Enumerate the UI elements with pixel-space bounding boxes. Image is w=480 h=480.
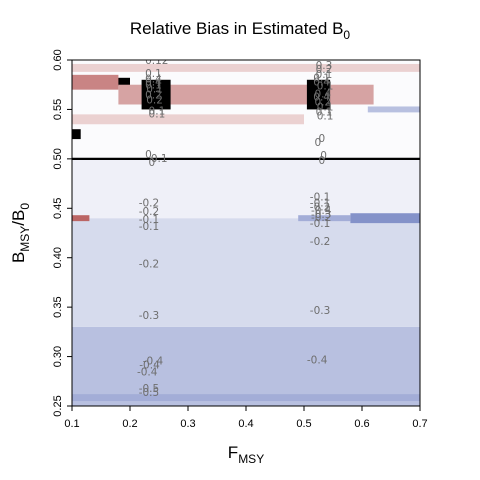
heatmap-cell — [141, 79, 171, 110]
x-tick-label: 0.3 — [180, 418, 195, 430]
contour-label: -0.5 — [139, 387, 160, 399]
y-tick-label: 0.50 — [52, 148, 64, 169]
y-tick-label: 0.55 — [52, 99, 64, 120]
x-tick-label: 0.2 — [122, 418, 137, 430]
heatmap-cell — [306, 79, 331, 110]
contour-label: -0.1 — [310, 197, 331, 209]
contour-label: 0.1 — [317, 101, 334, 113]
contour-label: 0 — [314, 51, 321, 63]
y-tick-label: 0.35 — [52, 296, 64, 317]
heatmap-cell — [367, 106, 420, 113]
contour-labels: 0.120.10.40.40.10.10.20.20.10.10 0.10-0.2… — [137, 51, 334, 399]
contour-label: 0.1 — [145, 80, 162, 92]
contour-label: 0.1 — [151, 153, 168, 165]
contour-label: -0.4 — [307, 354, 328, 366]
contour-label: -0.4 — [139, 359, 160, 371]
heatmap-cell — [72, 158, 420, 219]
contour-label: -0.2 — [310, 236, 331, 248]
y-axis: 0.25 0.30 0.35 0.40 0.45 0.50 0.55 0.60 — [52, 49, 73, 417]
contour-label: -0.4 — [143, 355, 164, 367]
contour-label: -0.5 — [139, 383, 160, 395]
heatmap-cell — [350, 213, 420, 224]
contour-label: 0.4 — [313, 77, 330, 89]
y-tick-label: 0.45 — [52, 198, 64, 219]
heatmap-cell — [72, 218, 420, 327]
contour-label: 0.2 — [316, 64, 333, 76]
contour-label: -0.1 — [139, 214, 160, 226]
x-tick-label: 0.6 — [354, 418, 369, 430]
contour-label: -0.3 — [139, 310, 160, 322]
chart-title: Relative Bias in Estimated B0 — [130, 19, 351, 42]
heatmap-cell — [72, 394, 420, 402]
contour-label: 0.1 — [317, 81, 334, 93]
heatmap-cell — [72, 114, 304, 125]
heatmap-cell — [72, 129, 81, 140]
contour-label: -0.4 — [137, 366, 158, 378]
contour-label: 0.1 — [149, 108, 166, 120]
contour-label: -0.2 — [139, 259, 160, 271]
contour-label: 0 — [319, 133, 326, 145]
contour-label: 0.12 — [145, 55, 168, 67]
x-tick-label: 0.4 — [238, 418, 253, 430]
contour-label: 0.4 — [145, 77, 162, 89]
y-tick-label: 0.30 — [52, 346, 64, 367]
contour-label: 0.1 — [313, 73, 330, 85]
y-tick-label: 0.60 — [52, 49, 64, 70]
x-tick-label: 0.5 — [296, 418, 311, 430]
contour-label: -0.1 — [139, 221, 160, 233]
contour-label: 0 — [149, 157, 156, 169]
contour-label: 0.4 — [313, 92, 330, 104]
contour-label: -0.4 — [311, 205, 332, 217]
x-tick-label: 0.7 — [412, 418, 427, 430]
y-tick-label: 0.25 — [52, 395, 64, 416]
contour-label: 0.2 — [314, 96, 331, 108]
y-tick-label: 0.40 — [52, 247, 64, 268]
contour-label: -0.2 — [310, 201, 331, 213]
heatmap-regions — [72, 60, 420, 406]
contour-label: -0.2 — [139, 206, 160, 218]
contour-label: 0.4 — [314, 89, 331, 101]
contour-label: 0.1 — [145, 68, 162, 80]
x-tick-label: 0.1 — [64, 418, 79, 430]
contour-label: 0 — [320, 150, 327, 162]
contour-label: 0.1 — [316, 106, 333, 118]
contour-label: 0 — [145, 149, 152, 161]
heatmap-cell — [72, 74, 119, 90]
contour-label: -0.1 — [310, 218, 331, 230]
contour-label: -0.2 — [311, 212, 332, 224]
contour-label: 0.1 — [316, 69, 333, 81]
contour-label: 0.1 — [146, 84, 163, 96]
contour-label: 0.1 — [317, 110, 334, 122]
contour-label: 0.4 — [145, 74, 162, 86]
contour-label: 0.2 — [146, 94, 163, 106]
heatmap-cell — [72, 326, 420, 406]
contour-label: -0.2 — [139, 197, 160, 209]
contour-label: 0.3 — [316, 60, 333, 72]
contour-label: 0 — [319, 155, 326, 167]
y-axis-title: BMSY/B0 — [9, 203, 32, 263]
heatmap-cell — [298, 215, 351, 222]
x-axis: 0.1 0.2 0.3 0.4 0.5 0.6 0.7 — [64, 405, 428, 430]
contour-label: 0.2 — [145, 90, 162, 102]
contour-label: -0.1 — [310, 191, 331, 203]
contour-label: -0.3 — [311, 209, 332, 221]
x-axis-title: FMSY — [228, 443, 264, 466]
heatmap-cell — [72, 63, 420, 72]
contour-label: 0 — [314, 137, 321, 149]
heatmap-cell — [72, 215, 90, 222]
heatmap-cell — [72, 60, 420, 159]
contour-label: 0.1 — [149, 105, 166, 117]
contour-label: -0.3 — [310, 305, 331, 317]
